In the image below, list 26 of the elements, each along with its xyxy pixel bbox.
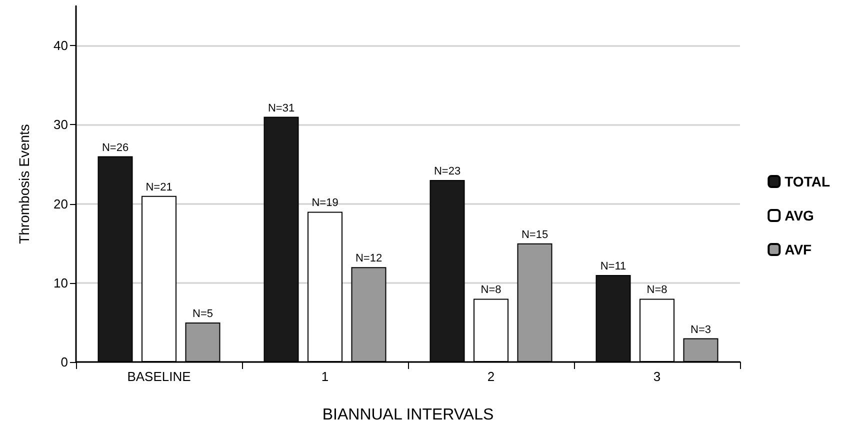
- data-label: N=26: [102, 142, 129, 154]
- legend-label: AVG: [784, 208, 814, 224]
- data-label: N=19: [312, 197, 338, 210]
- data-label: N=31: [268, 102, 295, 114]
- data-label: N=8: [646, 284, 668, 296]
- x-axis-title: BIANNUAL INTERVALS: [322, 406, 494, 424]
- y-tick-label: 30: [54, 117, 68, 132]
- data-label: N=23: [434, 166, 461, 178]
- x-tick-label: 2: [487, 369, 495, 384]
- data-label: N=21: [146, 181, 172, 194]
- data-label: N=8: [480, 284, 502, 296]
- data-label: N=3: [690, 324, 711, 336]
- y-tick-label: 0: [60, 354, 68, 370]
- data-label: N=5: [192, 308, 213, 320]
- legend-label: TOTAL: [784, 174, 830, 190]
- x-tick-label: BASELINE: [127, 369, 192, 384]
- legend-label: AVF: [784, 242, 812, 258]
- y-tick-label: 20: [54, 196, 68, 212]
- x-tick-label: 1: [321, 369, 329, 384]
- x-tick-label: 3: [653, 369, 661, 384]
- y-axis-title: Thrombosis Events: [16, 124, 32, 244]
- data-label: N=15: [521, 228, 548, 241]
- data-label: N=11: [600, 260, 626, 272]
- y-tick-label: 40: [54, 38, 68, 54]
- data-label: N=12: [355, 252, 382, 265]
- y-tick-label: 10: [54, 275, 68, 290]
